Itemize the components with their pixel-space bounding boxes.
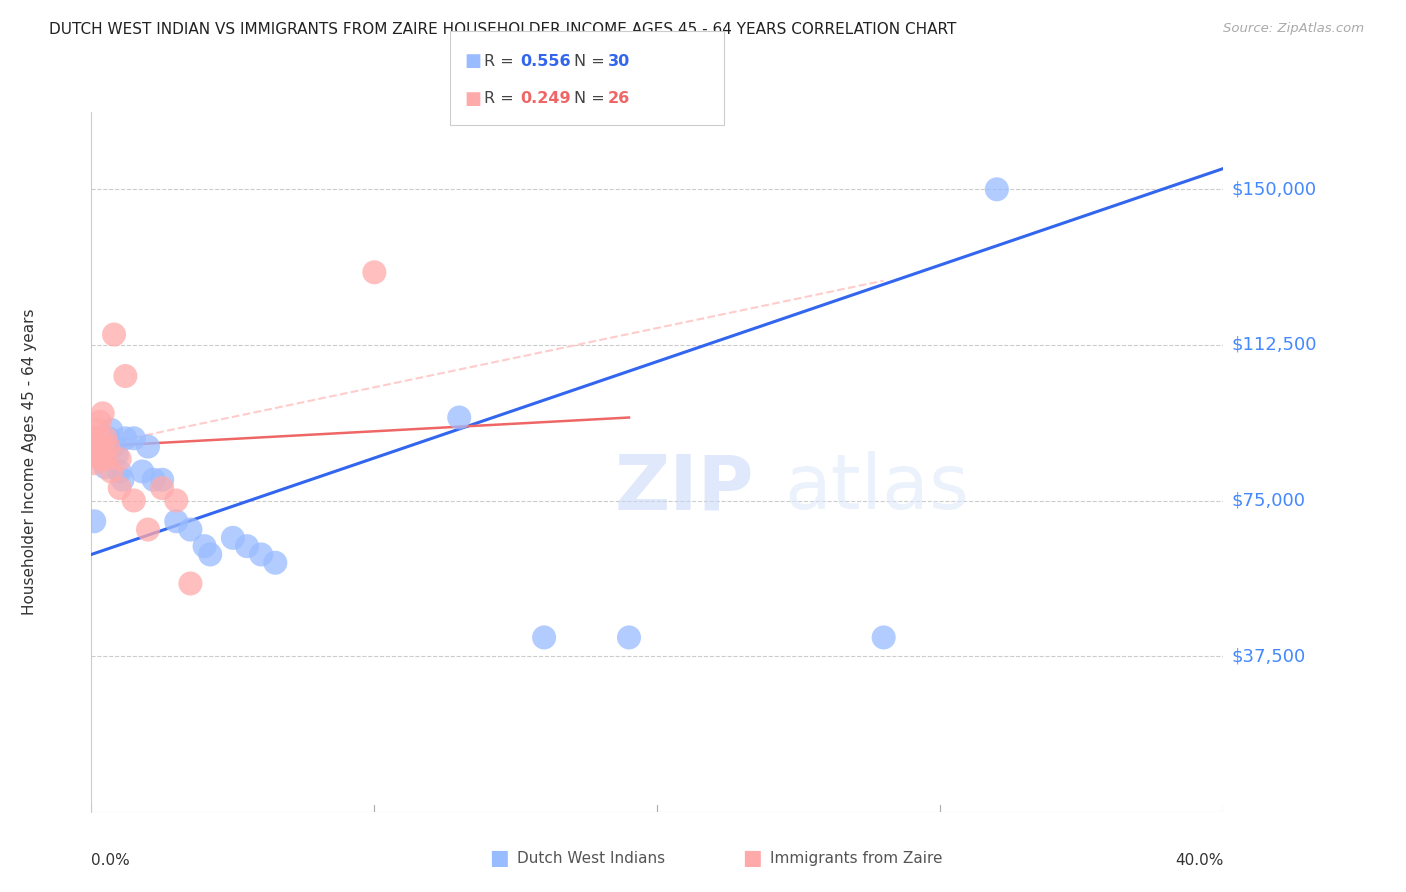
Point <box>97 440 120 454</box>
Point <box>97 431 120 445</box>
Point <box>86 448 108 462</box>
Text: ■: ■ <box>742 848 762 868</box>
Point <box>193 539 217 553</box>
Point <box>103 327 125 342</box>
Point <box>108 465 131 479</box>
Point <box>100 423 122 437</box>
Point <box>83 440 105 454</box>
Text: atlas: atlas <box>785 451 970 525</box>
Point <box>108 481 131 495</box>
Text: 40.0%: 40.0% <box>1175 854 1223 868</box>
Point <box>83 456 105 470</box>
Point <box>103 440 125 454</box>
Text: $112,500: $112,500 <box>1232 336 1317 354</box>
Point <box>105 448 128 462</box>
Text: $37,500: $37,500 <box>1232 647 1306 665</box>
Point <box>150 481 173 495</box>
Text: R =: R = <box>484 91 519 106</box>
Point <box>142 473 165 487</box>
Point <box>83 514 105 528</box>
Point <box>86 440 108 454</box>
Text: Householder Income Ages 45 - 64 years: Householder Income Ages 45 - 64 years <box>21 309 37 615</box>
Point <box>111 473 134 487</box>
Point <box>100 465 122 479</box>
Point <box>872 631 894 645</box>
Point <box>222 531 245 545</box>
Point <box>89 452 111 467</box>
Point <box>986 182 1008 196</box>
Point <box>200 548 222 562</box>
Point <box>91 406 114 420</box>
Point <box>236 539 259 553</box>
Point <box>250 548 273 562</box>
Text: 0.0%: 0.0% <box>91 854 131 868</box>
Point <box>89 415 111 429</box>
Point <box>617 631 640 645</box>
Point <box>449 410 471 425</box>
Text: 30: 30 <box>607 54 630 69</box>
Point <box>131 465 153 479</box>
Text: ■: ■ <box>489 848 509 868</box>
Text: $150,000: $150,000 <box>1232 180 1317 198</box>
Point <box>179 523 201 537</box>
Point <box>94 460 117 475</box>
Point <box>114 369 136 384</box>
Point <box>94 452 117 467</box>
Text: 26: 26 <box>607 91 630 106</box>
Text: R =: R = <box>484 54 519 69</box>
Point <box>136 440 159 454</box>
Point <box>83 448 105 462</box>
Point <box>179 576 201 591</box>
Point <box>150 473 173 487</box>
Point <box>89 431 111 445</box>
Text: ZIP: ZIP <box>614 451 755 525</box>
Text: ■: ■ <box>464 90 481 108</box>
Point <box>165 514 187 528</box>
Point <box>363 265 385 279</box>
Text: Immigrants from Zaire: Immigrants from Zaire <box>770 851 943 865</box>
Point <box>108 452 131 467</box>
Text: N =: N = <box>574 91 610 106</box>
Text: Source: ZipAtlas.com: Source: ZipAtlas.com <box>1223 22 1364 36</box>
Text: N =: N = <box>574 54 610 69</box>
Point <box>86 431 108 445</box>
Point <box>91 452 114 467</box>
Point <box>136 523 159 537</box>
Text: 0.556: 0.556 <box>520 54 571 69</box>
Point <box>122 431 145 445</box>
Point <box>94 431 117 445</box>
Text: DUTCH WEST INDIAN VS IMMIGRANTS FROM ZAIRE HOUSEHOLDER INCOME AGES 45 - 64 YEARS: DUTCH WEST INDIAN VS IMMIGRANTS FROM ZAI… <box>49 22 956 37</box>
Point <box>86 423 108 437</box>
Text: ■: ■ <box>464 53 481 70</box>
Text: 0.249: 0.249 <box>520 91 571 106</box>
Point <box>91 440 114 454</box>
Point <box>165 493 187 508</box>
Point <box>89 440 111 454</box>
Point <box>533 631 555 645</box>
Point <box>264 556 287 570</box>
Point <box>114 431 136 445</box>
Text: $75,000: $75,000 <box>1232 491 1306 509</box>
Point <box>83 431 105 445</box>
Text: Dutch West Indians: Dutch West Indians <box>517 851 665 865</box>
Point <box>122 493 145 508</box>
